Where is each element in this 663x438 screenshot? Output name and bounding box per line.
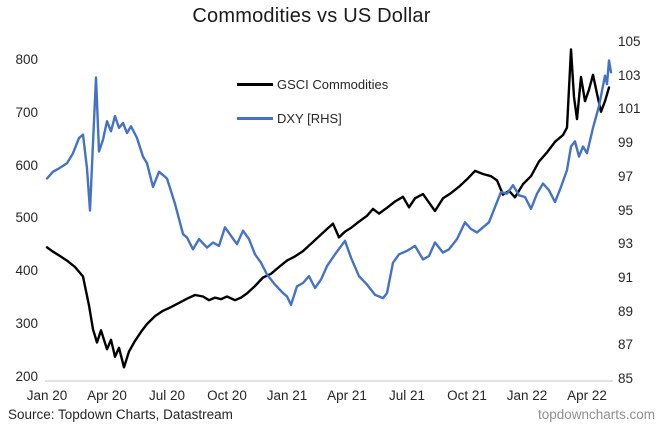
y-axis-left-tick-label: 200: [15, 368, 38, 384]
y-axis-right-tick-label: 97: [618, 168, 634, 184]
x-axis-tick-label: Jan 22: [506, 388, 548, 403]
source-text: Source: Topdown Charts, Datastream: [8, 407, 233, 422]
page-title: Commodities vs US Dollar: [192, 5, 431, 27]
gsci-line-swatch: [237, 82, 273, 86]
x-axis-tick-label: Oct 21: [447, 388, 487, 403]
y-axis-right-tick-label: 95: [618, 202, 634, 218]
x-axis-tick-label: Jan 20: [26, 388, 68, 403]
x-axis-tick-label: Apr 20: [87, 388, 127, 403]
watermark-text: topdowncharts.com: [537, 407, 655, 422]
y-axis-left-tick-label: 500: [15, 210, 38, 226]
x-axis-tick-label: Jan 21: [266, 388, 308, 403]
y-axis-left-tick-label: 700: [15, 104, 38, 120]
y-axis-right-tick-label: 85: [618, 371, 634, 386]
x-axis-tick-label: Apr 21: [327, 388, 367, 403]
y-axis-right-tick-label: 101: [618, 101, 641, 117]
gsci-commodities-line: [45, 48, 611, 369]
y-axis-left-tick-label: 400: [15, 263, 38, 279]
x-axis-tick-label: Apr 22: [567, 388, 607, 403]
legend-label-gsci: GSCI Commodities: [277, 76, 389, 92]
y-axis-right-tick-label: 99: [618, 135, 634, 151]
y-axis-right-tick-label: 103: [618, 67, 641, 83]
x-axis-tick-label: Jul 20: [148, 388, 186, 403]
y-axis-right-tick-label: 89: [618, 303, 634, 319]
dxy-line: [45, 59, 613, 307]
y-axis-right-tick-label: 87: [618, 337, 634, 353]
y-axis-left-tick-label: 300: [15, 316, 38, 331]
x-axis-tick-label: Jul 21: [388, 388, 426, 403]
y-axis-right-tick-label: 105: [618, 34, 641, 49]
y-axis-left-tick-label: 800: [15, 52, 38, 67]
footer: Source: Topdown Charts, Datastream topdo…: [8, 407, 655, 422]
y-axis-left-tick-label: 600: [15, 157, 38, 173]
legend-item-gsci: GSCI Commodities: [237, 76, 388, 92]
legend-item-dxy: DXY [RHS]: [237, 110, 342, 126]
y-axis-right-tick-label: 93: [618, 236, 634, 252]
legend-label-dxy: DXY [RHS]: [277, 110, 342, 126]
x-axis-tick-label: Oct 20: [207, 388, 247, 403]
y-axis-right-tick-label: 91: [618, 269, 634, 285]
dxy-line-swatch: [237, 116, 273, 120]
